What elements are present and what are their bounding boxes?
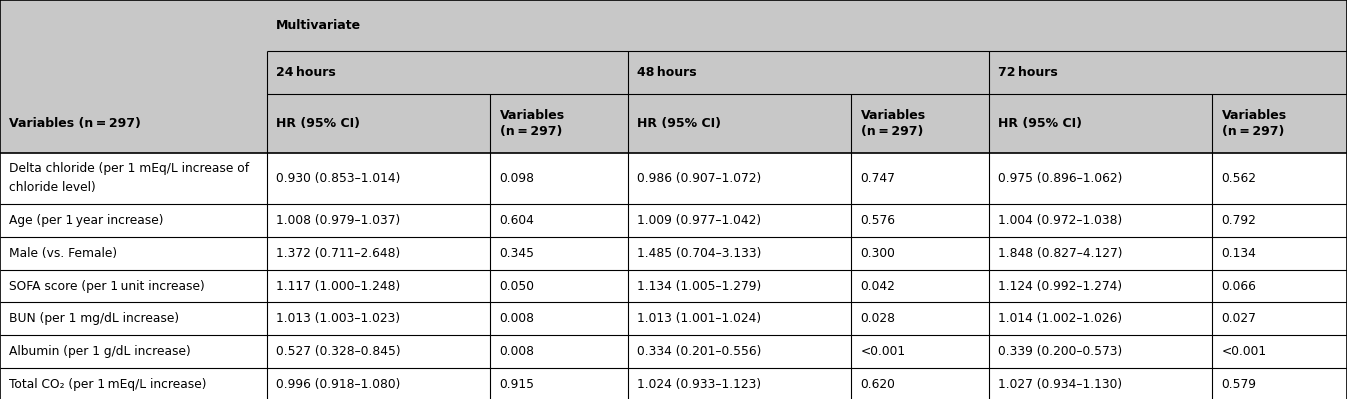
Text: 1.124 (0.992–1.274): 1.124 (0.992–1.274) xyxy=(998,280,1122,292)
Bar xyxy=(0,153,1347,204)
Text: 24 hours: 24 hours xyxy=(276,66,335,79)
Bar xyxy=(0,302,1347,335)
Text: 0.300: 0.300 xyxy=(861,247,896,260)
Text: 1.013 (1.001–1.024): 1.013 (1.001–1.024) xyxy=(637,312,761,325)
Text: 0.008: 0.008 xyxy=(500,312,535,325)
Text: HR (95% CI): HR (95% CI) xyxy=(276,117,360,130)
Text: 1.024 (0.933–1.123): 1.024 (0.933–1.123) xyxy=(637,378,761,391)
Text: <0.001: <0.001 xyxy=(861,345,907,358)
Bar xyxy=(0,368,1347,399)
Bar xyxy=(0,0,1347,51)
Text: 0.098: 0.098 xyxy=(500,172,535,185)
Text: 1.134 (1.005–1.279): 1.134 (1.005–1.279) xyxy=(637,280,761,292)
Text: 1.117 (1.000–1.248): 1.117 (1.000–1.248) xyxy=(276,280,400,292)
Text: 48 hours: 48 hours xyxy=(637,66,696,79)
Text: 0.576: 0.576 xyxy=(861,214,896,227)
Bar xyxy=(0,51,1347,94)
Text: Delta chloride (per 1 mEq/L increase of: Delta chloride (per 1 mEq/L increase of xyxy=(9,162,249,175)
Text: Male (vs. Female): Male (vs. Female) xyxy=(9,247,117,260)
Text: 0.345: 0.345 xyxy=(500,247,535,260)
Text: 0.747: 0.747 xyxy=(861,172,896,185)
Text: 0.975 (0.896–1.062): 0.975 (0.896–1.062) xyxy=(998,172,1122,185)
Text: 72 hours: 72 hours xyxy=(998,66,1057,79)
Text: 0.996 (0.918–1.080): 0.996 (0.918–1.080) xyxy=(276,378,400,391)
Text: 1.013 (1.003–1.023): 1.013 (1.003–1.023) xyxy=(276,312,400,325)
Text: 0.334 (0.201–0.556): 0.334 (0.201–0.556) xyxy=(637,345,761,358)
Text: 0.339 (0.200–0.573): 0.339 (0.200–0.573) xyxy=(998,345,1122,358)
Text: 0.008: 0.008 xyxy=(500,345,535,358)
Text: 0.066: 0.066 xyxy=(1222,280,1257,292)
Text: 0.792: 0.792 xyxy=(1222,214,1257,227)
Text: 0.027: 0.027 xyxy=(1222,312,1257,325)
Text: Age (per 1 year increase): Age (per 1 year increase) xyxy=(9,214,164,227)
Text: 0.562: 0.562 xyxy=(1222,172,1257,185)
Text: 0.134: 0.134 xyxy=(1222,247,1257,260)
Bar xyxy=(0,270,1347,302)
Text: SOFA score (per 1 unit increase): SOFA score (per 1 unit increase) xyxy=(9,280,205,292)
Text: <0.001: <0.001 xyxy=(1222,345,1268,358)
Text: Multivariate: Multivariate xyxy=(276,19,361,32)
Text: 0.028: 0.028 xyxy=(861,312,896,325)
Text: 0.579: 0.579 xyxy=(1222,378,1257,391)
Text: 1.848 (0.827–4.127): 1.848 (0.827–4.127) xyxy=(998,247,1122,260)
Text: Albumin (per 1 g/dL increase): Albumin (per 1 g/dL increase) xyxy=(9,345,191,358)
Bar xyxy=(0,94,1347,153)
Text: Variables
(n = 297): Variables (n = 297) xyxy=(500,109,564,138)
Text: Variables
(n = 297): Variables (n = 297) xyxy=(861,109,925,138)
Text: 0.042: 0.042 xyxy=(861,280,896,292)
Text: HR (95% CI): HR (95% CI) xyxy=(637,117,721,130)
Text: Total CO₂ (per 1 mEq/L increase): Total CO₂ (per 1 mEq/L increase) xyxy=(9,378,207,391)
Text: 1.009 (0.977–1.042): 1.009 (0.977–1.042) xyxy=(637,214,761,227)
Text: 1.014 (1.002–1.026): 1.014 (1.002–1.026) xyxy=(998,312,1122,325)
Text: 0.604: 0.604 xyxy=(500,214,535,227)
Text: 0.915: 0.915 xyxy=(500,378,535,391)
Text: BUN (per 1 mg/dL increase): BUN (per 1 mg/dL increase) xyxy=(9,312,179,325)
Text: HR (95% CI): HR (95% CI) xyxy=(998,117,1082,130)
Bar xyxy=(0,237,1347,270)
Text: Variables (n = 297): Variables (n = 297) xyxy=(9,117,141,130)
Text: 1.485 (0.704–3.133): 1.485 (0.704–3.133) xyxy=(637,247,761,260)
Bar xyxy=(0,204,1347,237)
Bar xyxy=(0,335,1347,368)
Text: 1.008 (0.979–1.037): 1.008 (0.979–1.037) xyxy=(276,214,400,227)
Text: 0.930 (0.853–1.014): 0.930 (0.853–1.014) xyxy=(276,172,400,185)
Text: 1.027 (0.934–1.130): 1.027 (0.934–1.130) xyxy=(998,378,1122,391)
Text: 1.372 (0.711–2.648): 1.372 (0.711–2.648) xyxy=(276,247,400,260)
Text: Variables
(n = 297): Variables (n = 297) xyxy=(1222,109,1286,138)
Text: 0.620: 0.620 xyxy=(861,378,896,391)
Text: chloride level): chloride level) xyxy=(9,182,96,194)
Text: 1.004 (0.972–1.038): 1.004 (0.972–1.038) xyxy=(998,214,1122,227)
Text: 0.986 (0.907–1.072): 0.986 (0.907–1.072) xyxy=(637,172,761,185)
Text: 0.527 (0.328–0.845): 0.527 (0.328–0.845) xyxy=(276,345,401,358)
Text: 0.050: 0.050 xyxy=(500,280,535,292)
